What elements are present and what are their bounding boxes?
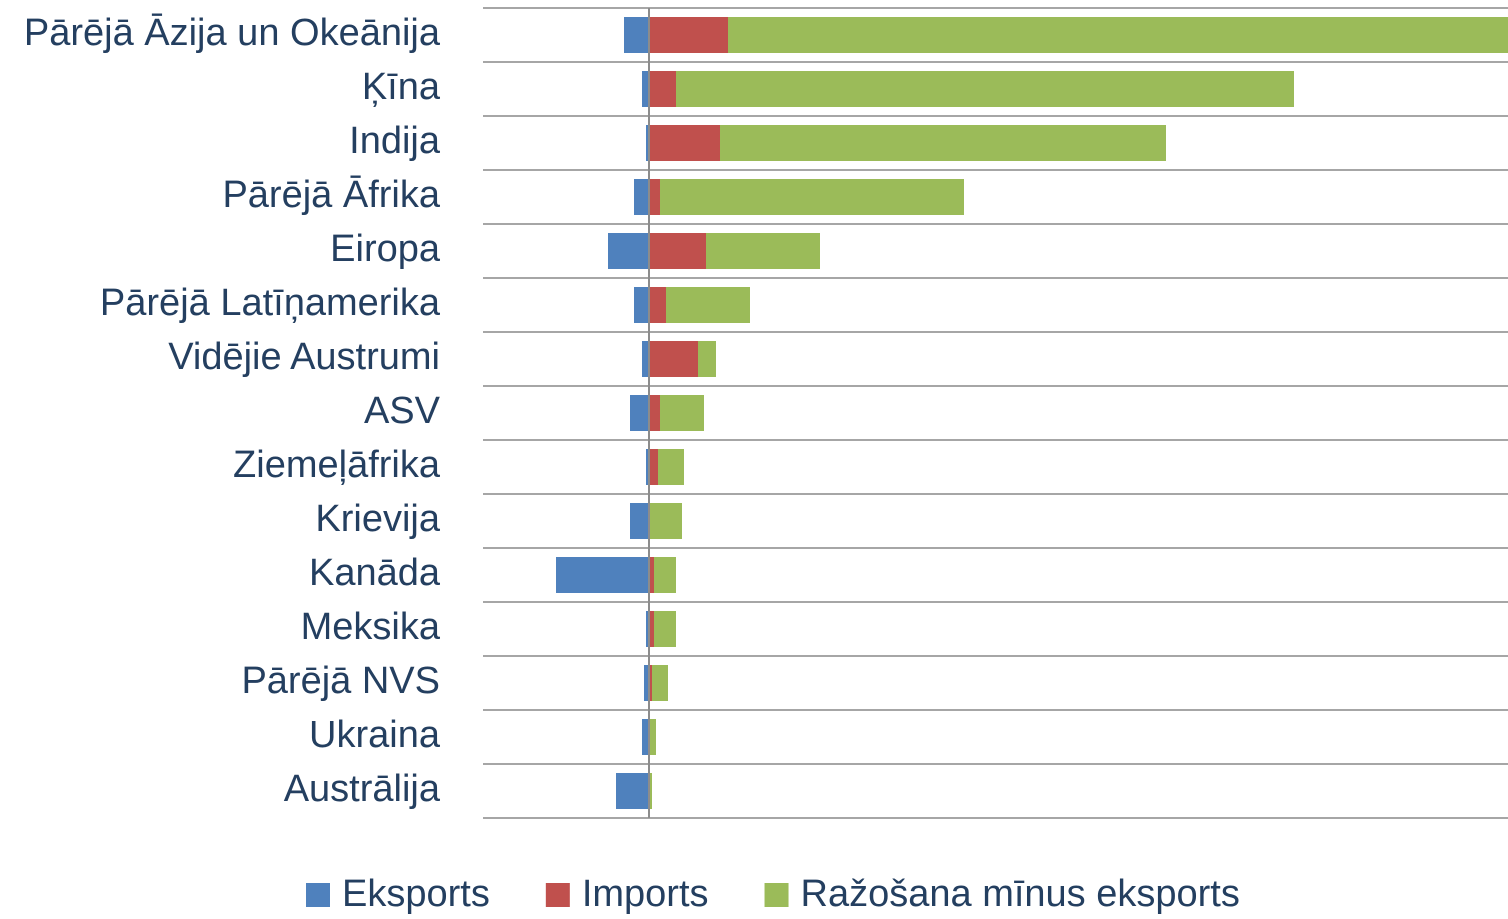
category-label: Pārējā Āfrika xyxy=(222,174,440,216)
legend-swatch xyxy=(306,883,330,907)
bar-segment xyxy=(649,125,720,161)
bar-segment xyxy=(649,341,698,377)
bar-segment xyxy=(666,287,750,323)
bar-segment xyxy=(556,557,649,593)
category-label: Pārējā NVS xyxy=(241,660,440,702)
bar-segment xyxy=(649,611,654,647)
legend-label: Imports xyxy=(582,873,709,915)
bar-segment xyxy=(642,719,649,755)
legend-label: Eksports xyxy=(342,873,490,915)
category-label: Eiropa xyxy=(330,228,441,270)
bar-segment xyxy=(676,71,1294,107)
bar-segment xyxy=(720,125,1166,161)
legend-swatch xyxy=(764,883,789,907)
bar-segment xyxy=(654,557,676,593)
bar-segment xyxy=(642,341,649,377)
bar-segment xyxy=(649,287,666,323)
category-label: Kanāda xyxy=(309,552,441,594)
bar-segment xyxy=(646,125,649,161)
category-label: Ķīna xyxy=(362,66,441,108)
bar-segment xyxy=(649,773,652,809)
category-label: Ukraina xyxy=(309,714,441,756)
category-label: Pārējā Āzija un Okeānija xyxy=(24,12,441,54)
bar-segment xyxy=(649,503,682,539)
category-label: Indija xyxy=(349,120,441,162)
bar-segment xyxy=(630,503,649,539)
bar-segment xyxy=(649,179,660,215)
bar-segment xyxy=(646,449,649,485)
category-label: Ziemeļāfrika xyxy=(233,444,441,486)
bar-segment xyxy=(608,233,649,269)
bar-segment xyxy=(660,395,704,431)
legend-swatch xyxy=(545,883,570,907)
category-label: Pārējā Latīņamerika xyxy=(100,282,441,324)
bar-segment xyxy=(649,449,658,485)
category-label: Meksika xyxy=(301,606,441,648)
bar-segment xyxy=(649,71,676,107)
category-label: Austrālija xyxy=(284,768,441,810)
bar-segment xyxy=(646,611,649,647)
bar-segment xyxy=(649,665,652,701)
bar-segment xyxy=(630,395,649,431)
bar-segment xyxy=(634,287,649,323)
bar-segment xyxy=(654,611,676,647)
bar-segment xyxy=(642,71,649,107)
category-label: ASV xyxy=(364,390,441,432)
bar-segment xyxy=(728,17,1508,53)
bar-segment xyxy=(660,179,964,215)
bar-segment xyxy=(652,665,668,701)
bar-segment xyxy=(634,179,649,215)
bar-segment xyxy=(649,395,660,431)
bar-segment xyxy=(649,233,706,269)
category-label: Vidējie Austrumi xyxy=(168,336,440,378)
category-label: Krievija xyxy=(315,498,440,540)
bar-segment xyxy=(706,233,820,269)
bar-segment xyxy=(624,17,649,53)
bar-segment xyxy=(616,773,649,809)
bar-segment xyxy=(649,557,654,593)
bar-segment xyxy=(650,719,656,755)
bar-segment xyxy=(698,341,716,377)
legend-label: Ražošana mīnus eksports xyxy=(801,873,1240,915)
bar-segment xyxy=(658,449,684,485)
bar-segment xyxy=(644,665,649,701)
bar-segment xyxy=(649,17,728,53)
